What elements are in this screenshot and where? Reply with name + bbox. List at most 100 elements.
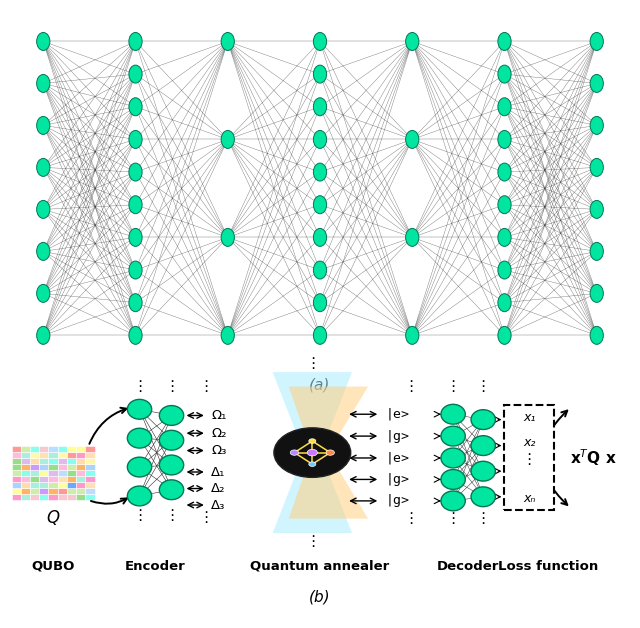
- Bar: [30, 458, 39, 464]
- Ellipse shape: [129, 131, 142, 148]
- Ellipse shape: [441, 491, 465, 511]
- Bar: [20, 488, 30, 494]
- Bar: [49, 452, 58, 458]
- Bar: [86, 470, 95, 476]
- Bar: [58, 494, 67, 500]
- Bar: [39, 447, 49, 452]
- Bar: [58, 458, 67, 464]
- Ellipse shape: [129, 33, 142, 50]
- Bar: [76, 452, 86, 458]
- Bar: [39, 470, 49, 476]
- Ellipse shape: [441, 404, 465, 424]
- Bar: [30, 494, 39, 500]
- Bar: [58, 470, 67, 476]
- Ellipse shape: [36, 327, 50, 344]
- Text: ⋮: ⋮: [305, 534, 320, 549]
- Ellipse shape: [441, 448, 465, 468]
- Bar: [58, 488, 67, 494]
- Bar: [76, 470, 86, 476]
- Text: ⋮: ⋮: [445, 511, 461, 526]
- Ellipse shape: [36, 158, 50, 176]
- Bar: [86, 482, 95, 488]
- Ellipse shape: [36, 242, 50, 261]
- Ellipse shape: [590, 284, 604, 302]
- Bar: [12, 476, 20, 482]
- Bar: [58, 482, 67, 488]
- Ellipse shape: [590, 327, 604, 344]
- Bar: [49, 458, 58, 464]
- Ellipse shape: [590, 116, 604, 134]
- Circle shape: [326, 450, 335, 455]
- Bar: [76, 464, 86, 470]
- Ellipse shape: [314, 327, 326, 344]
- Ellipse shape: [498, 261, 511, 279]
- Text: ⋮: ⋮: [132, 508, 147, 523]
- Text: Δ₃: Δ₃: [211, 499, 225, 512]
- Ellipse shape: [498, 229, 511, 246]
- Text: x₁: x₁: [523, 411, 536, 424]
- Ellipse shape: [406, 327, 419, 344]
- Bar: [30, 488, 39, 494]
- Circle shape: [309, 439, 316, 443]
- Polygon shape: [289, 453, 368, 519]
- Bar: [39, 488, 49, 494]
- Ellipse shape: [406, 229, 419, 246]
- Bar: [39, 452, 49, 458]
- Bar: [67, 464, 76, 470]
- Ellipse shape: [129, 294, 142, 311]
- Bar: [67, 458, 76, 464]
- Bar: [86, 447, 95, 452]
- Text: ⋮: ⋮: [132, 379, 147, 394]
- Ellipse shape: [498, 163, 511, 181]
- Circle shape: [274, 428, 351, 477]
- Bar: [58, 447, 67, 452]
- Text: ⋮: ⋮: [476, 511, 491, 526]
- Bar: [20, 476, 30, 482]
- Text: ⋮: ⋮: [522, 452, 537, 467]
- Ellipse shape: [129, 327, 142, 344]
- Bar: [86, 494, 95, 500]
- Bar: [12, 494, 20, 500]
- Text: ⋮: ⋮: [305, 356, 320, 371]
- Text: |e>: |e>: [385, 452, 410, 465]
- Bar: [20, 464, 30, 470]
- Ellipse shape: [129, 65, 142, 83]
- Bar: [12, 488, 20, 494]
- Ellipse shape: [221, 327, 234, 344]
- Ellipse shape: [127, 486, 152, 506]
- Bar: [49, 476, 58, 482]
- Polygon shape: [273, 372, 352, 453]
- Ellipse shape: [471, 409, 495, 430]
- Bar: [39, 482, 49, 488]
- Ellipse shape: [498, 98, 511, 116]
- Circle shape: [290, 450, 298, 455]
- Bar: [12, 458, 20, 464]
- Bar: [30, 476, 39, 482]
- Polygon shape: [273, 453, 352, 533]
- Text: Ω₂: Ω₂: [211, 426, 227, 440]
- Text: Δ₂: Δ₂: [211, 482, 226, 495]
- Ellipse shape: [36, 116, 50, 134]
- Ellipse shape: [127, 428, 152, 448]
- Bar: [30, 470, 39, 476]
- Ellipse shape: [406, 131, 419, 148]
- Text: QUBO: QUBO: [31, 560, 75, 573]
- Bar: [86, 452, 95, 458]
- Text: x$^T$Q x: x$^T$Q x: [570, 447, 618, 468]
- Ellipse shape: [314, 65, 326, 83]
- Ellipse shape: [498, 294, 511, 311]
- Ellipse shape: [129, 196, 142, 214]
- Text: |g>: |g>: [385, 473, 410, 486]
- Text: |e>: |e>: [385, 408, 410, 421]
- Bar: [58, 464, 67, 470]
- Ellipse shape: [36, 200, 50, 219]
- Text: Encoder: Encoder: [125, 560, 186, 573]
- Bar: [58, 476, 67, 482]
- Ellipse shape: [221, 229, 234, 246]
- Text: |g>: |g>: [385, 430, 410, 443]
- Bar: [58, 452, 67, 458]
- Text: ⋮: ⋮: [198, 379, 213, 394]
- Bar: [20, 494, 30, 500]
- Text: ⋮: ⋮: [445, 379, 461, 394]
- Bar: [12, 452, 20, 458]
